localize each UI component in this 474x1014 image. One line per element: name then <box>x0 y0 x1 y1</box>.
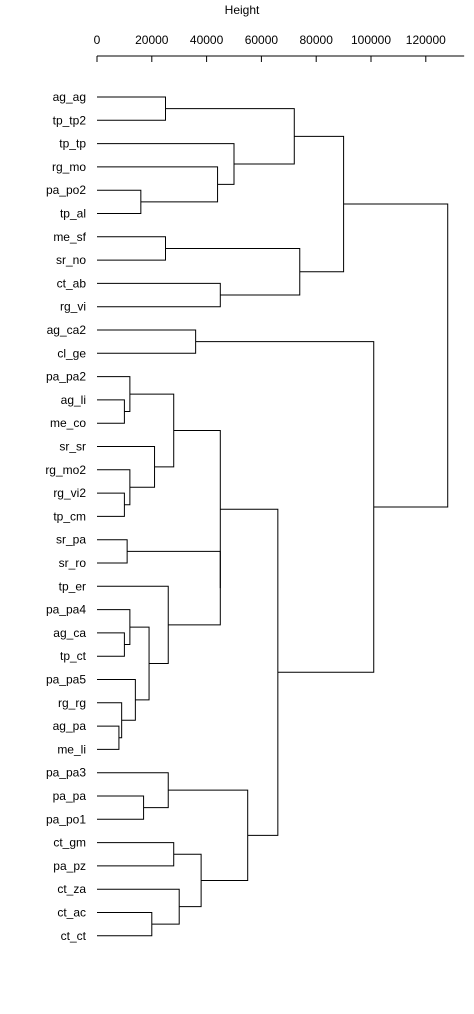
branch-n27 <box>97 795 145 820</box>
axis-tick-label: 100000 <box>351 33 391 47</box>
branch-n1 <box>97 96 166 121</box>
leaf-label-ag-li: ag_li <box>61 393 86 407</box>
axis-tick-label: 80000 <box>300 33 334 47</box>
leaf-label-ag-ca: ag_ca <box>53 626 86 640</box>
leaf-label-rg-rg: rg_rg <box>58 696 86 710</box>
branch-n18 <box>97 632 125 657</box>
branch-n29 <box>97 842 175 867</box>
branch-n8 <box>165 247 301 296</box>
branch-n4 <box>97 143 235 185</box>
dendrogram-branches <box>97 96 449 937</box>
branch-n22 <box>97 679 136 721</box>
leaf-label-rg-vi: rg_vi <box>60 300 86 314</box>
leaf-label-sr-no: sr_no <box>56 253 86 267</box>
branch-n17 <box>97 539 128 564</box>
leaf-label-tp-ct: tp_ct <box>60 649 87 663</box>
branch-n35 <box>195 341 375 673</box>
leaf-label-cl-ge: cl_ge <box>57 346 86 360</box>
leaf-label-pa-po1: pa_po1 <box>46 812 86 826</box>
branch-n24 <box>97 585 169 664</box>
axis-tick-label: 20000 <box>135 33 169 47</box>
leaf-label-pa-pa5: pa_pa5 <box>46 673 86 687</box>
branch-n11 <box>97 399 125 424</box>
leaf-label-tp-al: tp_al <box>60 207 86 221</box>
leaf-label-pa-pa3: pa_pa3 <box>46 766 86 780</box>
leaf-label-sr-sr: sr_sr <box>59 440 86 454</box>
branch-n19 <box>97 609 131 646</box>
branch-n21 <box>97 702 123 739</box>
axis-tick-label: 40000 <box>190 33 224 47</box>
leaf-label-tp-er: tp_er <box>59 579 86 593</box>
leaf-label-pa-pa2: pa_pa2 <box>46 370 86 384</box>
branch-n25 <box>127 550 221 626</box>
branch-n12 <box>97 376 131 413</box>
branch-n34 <box>220 508 279 836</box>
axis-tick-label: 0 <box>94 33 101 47</box>
branch-n16 <box>129 393 175 468</box>
leaf-label-rg-vi2: rg_vi2 <box>53 486 86 500</box>
branch-n3 <box>97 166 219 203</box>
axis-tick-label: 120000 <box>406 33 446 47</box>
leaf-label-me-co: me_co <box>50 416 86 430</box>
height-axis: Height 0 20000 40000 60000 80000 100000 120000 <box>94 3 465 62</box>
branch-n30 <box>97 912 153 937</box>
leaf-label-pa-pz: pa_pz <box>53 859 86 873</box>
branch-n5 <box>165 108 295 165</box>
leaf-label-me-sf: me_sf <box>53 230 86 244</box>
branch-n7 <box>97 282 221 308</box>
leaf-label-sr-ro: sr_ro <box>59 556 87 570</box>
leaf-label-ct-za: ct_za <box>57 882 86 896</box>
leaf-label-ag-ca2: ag_ca2 <box>47 323 87 337</box>
branch-n14 <box>97 469 131 506</box>
branch-n31 <box>97 888 180 925</box>
branch-n13 <box>97 492 125 517</box>
branch-n20 <box>97 725 120 750</box>
branch-n6 <box>97 236 166 261</box>
branch-n10 <box>97 329 197 354</box>
leaf-label-ct-ac: ct_ac <box>57 906 86 920</box>
branch-n28 <box>97 772 169 809</box>
leaf-label-pa-pa: pa_pa <box>53 789 87 803</box>
branch-n36 <box>343 203 449 508</box>
leaf-label-sr-pa: sr_pa <box>56 533 86 547</box>
leaf-label-tp-cm: tp_cm <box>53 509 86 523</box>
leaf-label-ct-ct: ct_ct <box>61 929 87 943</box>
leaf-label-pa-pa4: pa_pa4 <box>46 603 86 617</box>
leaf-labels: ag_ag tp_tp2 tp_tp rg_mo pa_po2 tp_al me_sf sr_… <box>45 90 86 943</box>
leaf-label-ct-gm: ct_gm <box>53 836 86 850</box>
branch-n33 <box>168 789 249 881</box>
leaf-label-ct-ab: ct_ab <box>57 276 87 290</box>
leaf-label-tp-tp: tp_tp <box>59 137 86 151</box>
leaf-label-tp-tp2: tp_tp2 <box>53 113 87 127</box>
axis-tick-label: 60000 <box>245 33 279 47</box>
leaf-label-me-li: me_li <box>57 742 86 756</box>
branch-n23 <box>129 626 150 701</box>
branch-n32 <box>173 853 202 908</box>
leaf-label-pa-po2: pa_po2 <box>46 183 86 197</box>
axis-title: Height <box>225 3 260 17</box>
branch-n9 <box>294 135 345 273</box>
leaf-label-rg-mo2: rg_mo2 <box>45 463 86 477</box>
leaf-label-ag-pa: ag_pa <box>53 719 87 733</box>
branch-n15 <box>97 446 156 488</box>
leaf-label-rg-mo: rg_mo <box>52 160 86 174</box>
branch-n26 <box>173 429 221 589</box>
leaf-label-ag-ag: ag_ag <box>53 90 86 104</box>
branch-n2 <box>97 189 142 214</box>
